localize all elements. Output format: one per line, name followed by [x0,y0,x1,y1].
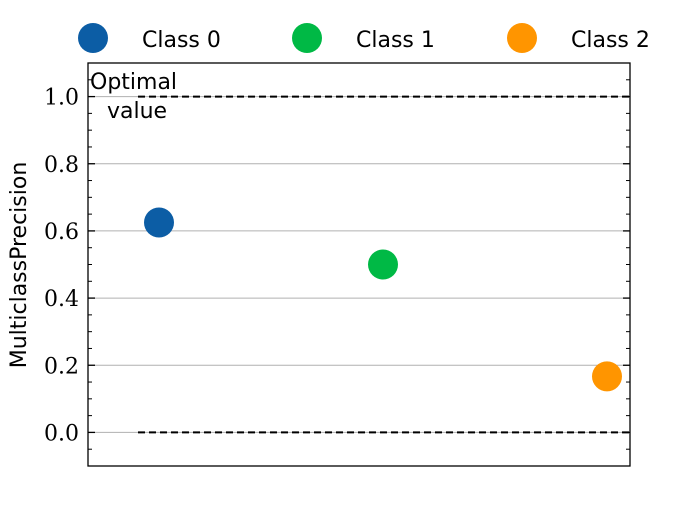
legend-label: Class 0 [142,28,221,53]
legend-label: Class 2 [571,28,650,53]
y-tick-label: 0.8 [44,153,79,178]
data-point [368,249,398,280]
y-tick-label: 0.0 [44,421,79,446]
optimal-annotation-line2: value [107,99,167,124]
reference-lines [138,95,630,434]
data-point [592,361,622,392]
legend-marker [78,23,108,53]
legend: Class 0 Class 1 Class 2 [78,23,650,53]
grid-lines [88,96,630,433]
data-points [144,207,622,392]
legend-marker [507,23,537,53]
optimal-annotation: Optimal value [90,70,184,124]
data-point [144,207,174,238]
legend-marker [292,23,322,53]
y-tick-label: 0.2 [44,354,79,379]
y-axis-label: MulticlassPrecision [7,162,32,369]
y-tick-label: 0.6 [44,220,79,245]
optimal-annotation-line1: Optimal [90,70,177,95]
axis-ticks: 0.0 0.2 0.4 0.6 0.8 1.0 [44,62,630,467]
y-tick-label: 0.4 [44,287,79,312]
legend-label: Class 1 [356,28,435,53]
y-tick-label: 1.0 [44,86,79,111]
plot-frame [87,62,631,467]
